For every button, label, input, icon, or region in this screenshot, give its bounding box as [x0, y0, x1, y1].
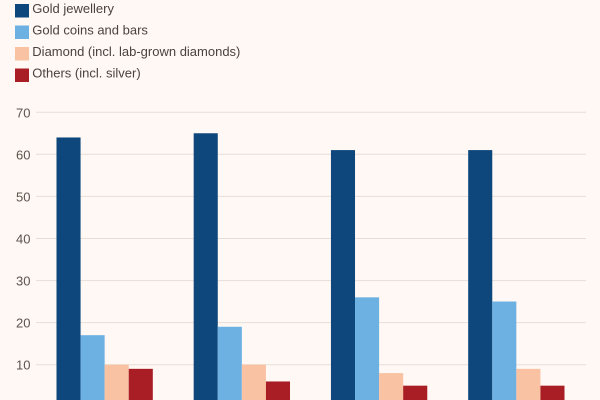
svg-text:Gold jewellery: Gold jewellery [32, 1, 114, 16]
svg-text:40: 40 [16, 232, 30, 247]
svg-text:Others (incl. silver): Others (incl. silver) [32, 66, 140, 81]
svg-text:70: 70 [16, 105, 30, 120]
svg-text:Gold coins and bars: Gold coins and bars [32, 23, 148, 38]
svg-text:30: 30 [16, 274, 30, 289]
svg-text:10: 10 [16, 358, 30, 373]
svg-text:60: 60 [16, 147, 30, 162]
svg-text:50: 50 [16, 189, 30, 204]
svg-text:20: 20 [16, 316, 30, 331]
svg-text:Diamond (incl. lab-grown diamo: Diamond (incl. lab-grown diamonds) [32, 44, 240, 59]
